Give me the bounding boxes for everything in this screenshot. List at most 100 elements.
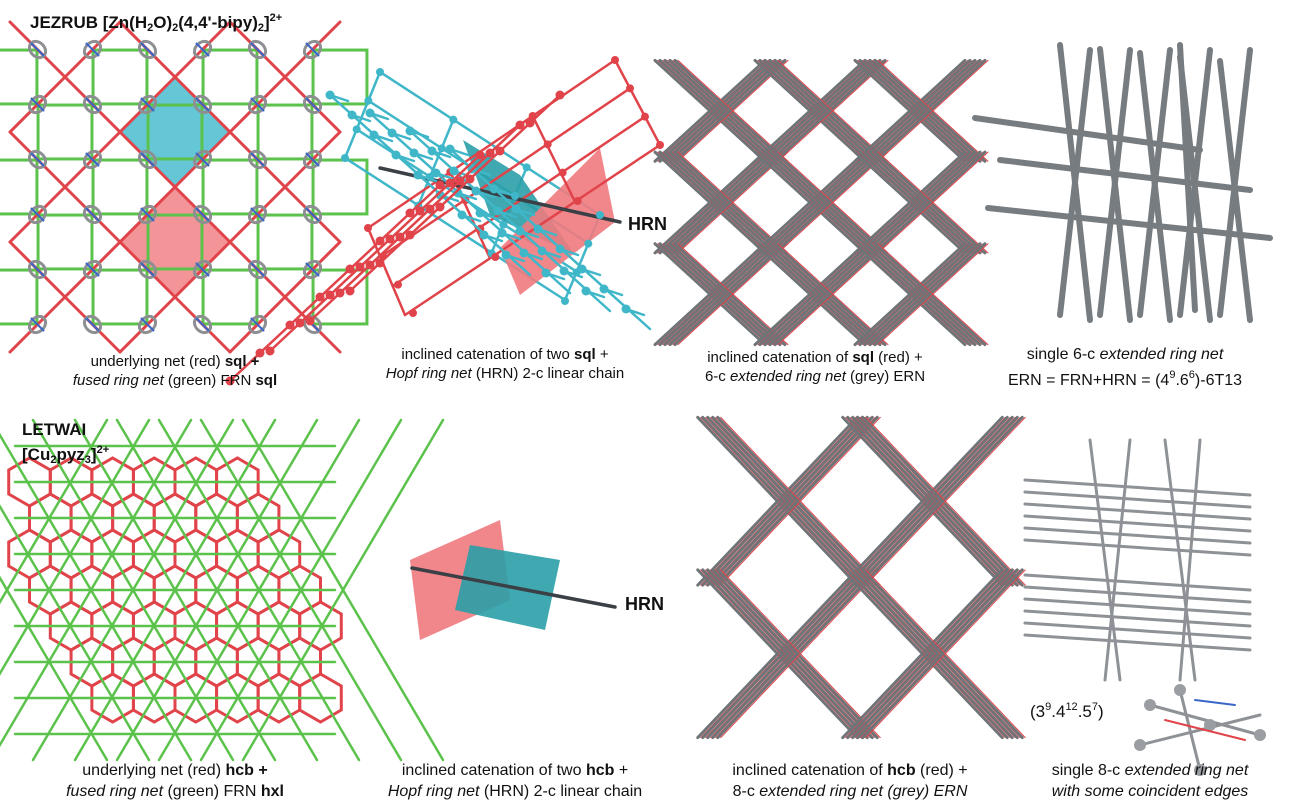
caption-text: underlying net (red) [82, 762, 226, 779]
caption-4: single 6-c extended ring net ERN = FRN+H… [960, 345, 1290, 391]
panel-jezrub-sql-net [0, 20, 369, 354]
frn-green-ring [311, 48, 369, 106]
ern-edge [716, 568, 879, 740]
panel-hcb-ern-overlay [696, 415, 1026, 740]
n-atom [30, 152, 45, 167]
node-cyan [499, 220, 508, 229]
hcb-edge-cyan [368, 111, 572, 295]
panel-8c-extended-ring-net [1023, 438, 1266, 776]
node-red [656, 141, 664, 149]
panel-6c-extended-ring-net [972, 42, 1273, 323]
title-text: ] [90, 445, 97, 464]
subscript: 2 [147, 22, 154, 34]
panel-sql-catenation-hrn [341, 56, 664, 317]
ern-edge [758, 150, 872, 255]
n-atom [305, 97, 320, 112]
sql-edge-cyan [343, 70, 382, 160]
frn-green-ring [146, 213, 204, 271]
ern-edge [768, 150, 882, 255]
caption-text: 6-c [704, 368, 730, 385]
superscript: 9 [1169, 369, 1176, 381]
subscript: 2 [172, 22, 179, 34]
ern-edge [858, 242, 972, 347]
ern-rod [1023, 597, 1252, 616]
ern-edge [658, 242, 772, 347]
node-cyan [522, 163, 531, 172]
ern-edge [653, 150, 767, 255]
node-red [394, 280, 402, 289]
frn-green-edge [115, 418, 319, 762]
panel-hcb-catenation-hrn [225, 90, 652, 640]
frn-green-ring [256, 103, 314, 161]
ern-edge [758, 242, 872, 347]
ern-edge [753, 58, 867, 163]
ern-edge [673, 150, 787, 255]
ern-edge [653, 58, 767, 163]
ern-edge [668, 150, 782, 255]
title-text: LETWAI [22, 420, 87, 439]
symbol-text: .5 [1077, 702, 1092, 721]
hrn-label-top: HRN [628, 214, 667, 234]
hcb-edge-red [348, 93, 562, 293]
ern-rod [1023, 585, 1252, 604]
ern-edge [658, 150, 772, 255]
ern-edge [873, 242, 987, 347]
n-atom [140, 207, 155, 222]
title-text: (4,4'-bipy) [178, 13, 258, 32]
inset-node [1254, 729, 1266, 741]
n-atom [250, 207, 265, 222]
ern-rod [1137, 47, 1173, 318]
caption-italic: extended ring net [1124, 762, 1249, 779]
frn-green-ring [256, 213, 314, 271]
node-cyan [437, 144, 446, 153]
frn-green-ring [0, 268, 39, 326]
caption-text: single 8-c [1051, 762, 1125, 779]
inset-node [1194, 764, 1206, 776]
sql-edge-red [391, 115, 647, 288]
ern-edge [861, 415, 1024, 587]
caption-text: (grey) ERN [845, 368, 926, 385]
net-edge-red [777, 59, 889, 162]
title-letwai: LETWAI [Cu2pyz3]2+ [22, 420, 109, 470]
n-atom [250, 262, 265, 277]
ern-edge [851, 568, 1014, 740]
ern-rod [1097, 47, 1133, 318]
caption-2: inclined catenation of two sql + Hopf ri… [345, 345, 665, 383]
n-atom [195, 317, 210, 332]
frn-green-ring [201, 48, 259, 106]
frn-green-ring [36, 213, 94, 271]
ern-rod [1023, 573, 1252, 592]
inset-rod [1178, 688, 1202, 772]
ern-edge [863, 58, 977, 163]
caption-text: inclined catenation of [707, 349, 853, 366]
ern-rod [1217, 47, 1253, 318]
caption-text: + [614, 762, 629, 779]
ern-edge [706, 415, 869, 587]
ern-edge [753, 150, 867, 255]
n-atom [140, 317, 155, 332]
frn-green-edge [241, 418, 445, 762]
n-atom [140, 97, 155, 112]
ern-edge [753, 242, 867, 347]
n-atom [250, 317, 265, 332]
ern-rod [1023, 514, 1252, 533]
caption-text: inclined catenation of [732, 762, 888, 779]
ern-edge [668, 58, 782, 163]
n-atom [30, 42, 45, 57]
caption-6: inclined catenation of two hcb + Hopf ri… [350, 760, 680, 802]
ern-rod [985, 205, 1273, 241]
caption-8: single 8-c extended ring net with some c… [1010, 760, 1290, 802]
n-atom [140, 262, 155, 277]
n-atom [85, 262, 100, 277]
ern-edge [706, 568, 869, 740]
net-edge-red [877, 59, 989, 162]
vertex-symbol: (39.412.57) [1030, 698, 1150, 721]
frn-green-ring [91, 268, 149, 326]
inset-arrow-blue [1194, 699, 1236, 706]
n-atom [250, 152, 265, 167]
net-edge-red [677, 151, 789, 254]
node-cyan [596, 211, 604, 219]
ring-fill-cyan [120, 77, 230, 187]
frn-green-ring [311, 268, 369, 326]
caption-text: ERN = FRN+HRN = (4 [1007, 372, 1170, 389]
